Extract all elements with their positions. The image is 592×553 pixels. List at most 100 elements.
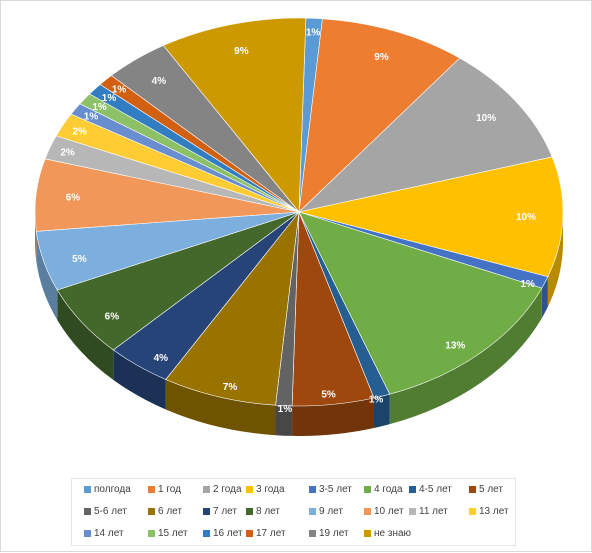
pie-slice-10 (165, 210, 300, 406)
data-label-3: 10% (476, 113, 496, 124)
data-label-5: 1% (520, 279, 535, 290)
legend-swatch (203, 508, 210, 515)
legend-item: 4-5 лет (409, 484, 452, 495)
data-label-1: 1% (306, 27, 321, 38)
legend-label: 1 год (158, 484, 181, 495)
legend-item: 8 лет (246, 506, 280, 517)
legend-swatch (469, 508, 476, 515)
pie-side-12 (57, 289, 114, 380)
data-label-22: 9% (234, 46, 249, 57)
legend-swatch (309, 486, 316, 493)
legend-label: полгода (94, 484, 131, 495)
legend-item: 3-5 лет (309, 484, 352, 495)
legend-label: 16 лет (213, 528, 243, 539)
legend-item: 19 лет (309, 528, 349, 539)
legend-item: 13 лет (469, 506, 509, 517)
legend-item: 17 лет (246, 528, 286, 539)
legend-item: 4 года (364, 484, 403, 495)
pie-side-8 (292, 398, 374, 436)
legend-item: полгода (84, 484, 131, 495)
legend-swatch (364, 530, 371, 537)
legend-swatch (246, 508, 253, 515)
pie-side-13 (36, 231, 58, 320)
legend-swatch (409, 508, 416, 515)
data-label-11: 4% (154, 353, 169, 364)
pie-side-4 (547, 212, 563, 307)
legend-item: 5-6 лет (84, 506, 127, 517)
legend-swatch (148, 530, 155, 537)
legend-swatch (203, 530, 210, 537)
legend: полгода 1 год 2 года 3 года 3-5 лет 4 года 4-5… (71, 478, 516, 546)
legend-swatch (246, 530, 253, 537)
legend-swatch (364, 508, 371, 515)
legend-item: не знаю (364, 528, 411, 539)
legend-label: 19 лет (319, 528, 349, 539)
legend-label: 8 лет (256, 506, 280, 517)
legend-swatch (203, 486, 210, 493)
legend-item: 16 лет (203, 528, 243, 539)
legend-label: 11 лет (419, 506, 448, 517)
legend-label: 5 лет (479, 484, 503, 495)
legend-swatch (309, 530, 316, 537)
legend-item: 7 лет (203, 506, 237, 517)
pie-side-10 (165, 379, 276, 436)
data-label-17: 1% (84, 112, 99, 123)
data-label-2: 9% (374, 52, 389, 63)
legend-swatch (409, 486, 416, 493)
pie-side-6 (389, 288, 542, 425)
legend-item: 9 лет (309, 506, 343, 517)
legend-item: 1 год (148, 484, 181, 495)
data-label-8: 5% (321, 389, 336, 400)
legend-item: 3 года (246, 484, 285, 495)
pie-side-5 (541, 276, 548, 319)
legend-label: 3-5 лет (319, 484, 352, 495)
legend-swatch (84, 530, 91, 537)
legend-label: 7 лет (213, 506, 237, 517)
legend-label: 2 года (213, 484, 242, 495)
data-label-14: 6% (66, 193, 81, 204)
legend-swatch (364, 486, 371, 493)
data-label-4: 10% (516, 212, 536, 223)
pie-slice-6 (298, 211, 543, 395)
legend-label: 14 лет (94, 528, 124, 539)
legend-label: 15 лет (158, 528, 188, 539)
legend-item: 2 года (203, 484, 242, 495)
legend-label: 6 лет (158, 506, 182, 517)
legend-label: 3 года (256, 484, 285, 495)
data-label-13: 5% (72, 254, 87, 265)
legend-label: 13 лет (479, 506, 509, 517)
data-label-20: 1% (112, 85, 127, 96)
data-label-12: 6% (105, 311, 120, 322)
legend-label: 4 года (374, 484, 403, 495)
legend-swatch (84, 486, 91, 493)
pie-slice-4 (298, 156, 564, 278)
data-labels: 1%9%10%10%1%13%1%5%1%7%4%6%5%6%2%2%1%1%1… (60, 27, 536, 415)
pie-slice-22 (162, 17, 307, 213)
legend-item: 11 лет (409, 506, 448, 517)
pie-side-7 (373, 394, 390, 429)
data-label-15: 2% (60, 147, 75, 158)
legend-item: 14 лет (84, 528, 124, 539)
pie-side-9 (275, 405, 293, 436)
data-label-10: 7% (223, 382, 238, 393)
legend-item: 6 лет (148, 506, 182, 517)
pie-slice-2 (298, 18, 461, 213)
legend-swatch (148, 486, 155, 493)
legend-item: 15 лет (148, 528, 188, 539)
legend-swatch (469, 486, 476, 493)
legend-swatch (148, 508, 155, 515)
pie-side-11 (113, 349, 166, 410)
data-label-19: 1% (102, 93, 117, 104)
pie-side-walls (35, 212, 563, 436)
legend-label: 5-6 лет (94, 506, 127, 517)
legend-label: 10 лет (374, 506, 404, 517)
data-label-7: 1% (369, 395, 384, 406)
legend-swatch (246, 486, 253, 493)
legend-item: 5 лет (469, 484, 503, 495)
legend-label: 9 лет (319, 506, 343, 517)
data-label-21: 4% (152, 76, 167, 87)
legend-item: 10 лет (364, 506, 404, 517)
data-label-6: 13% (445, 341, 465, 352)
